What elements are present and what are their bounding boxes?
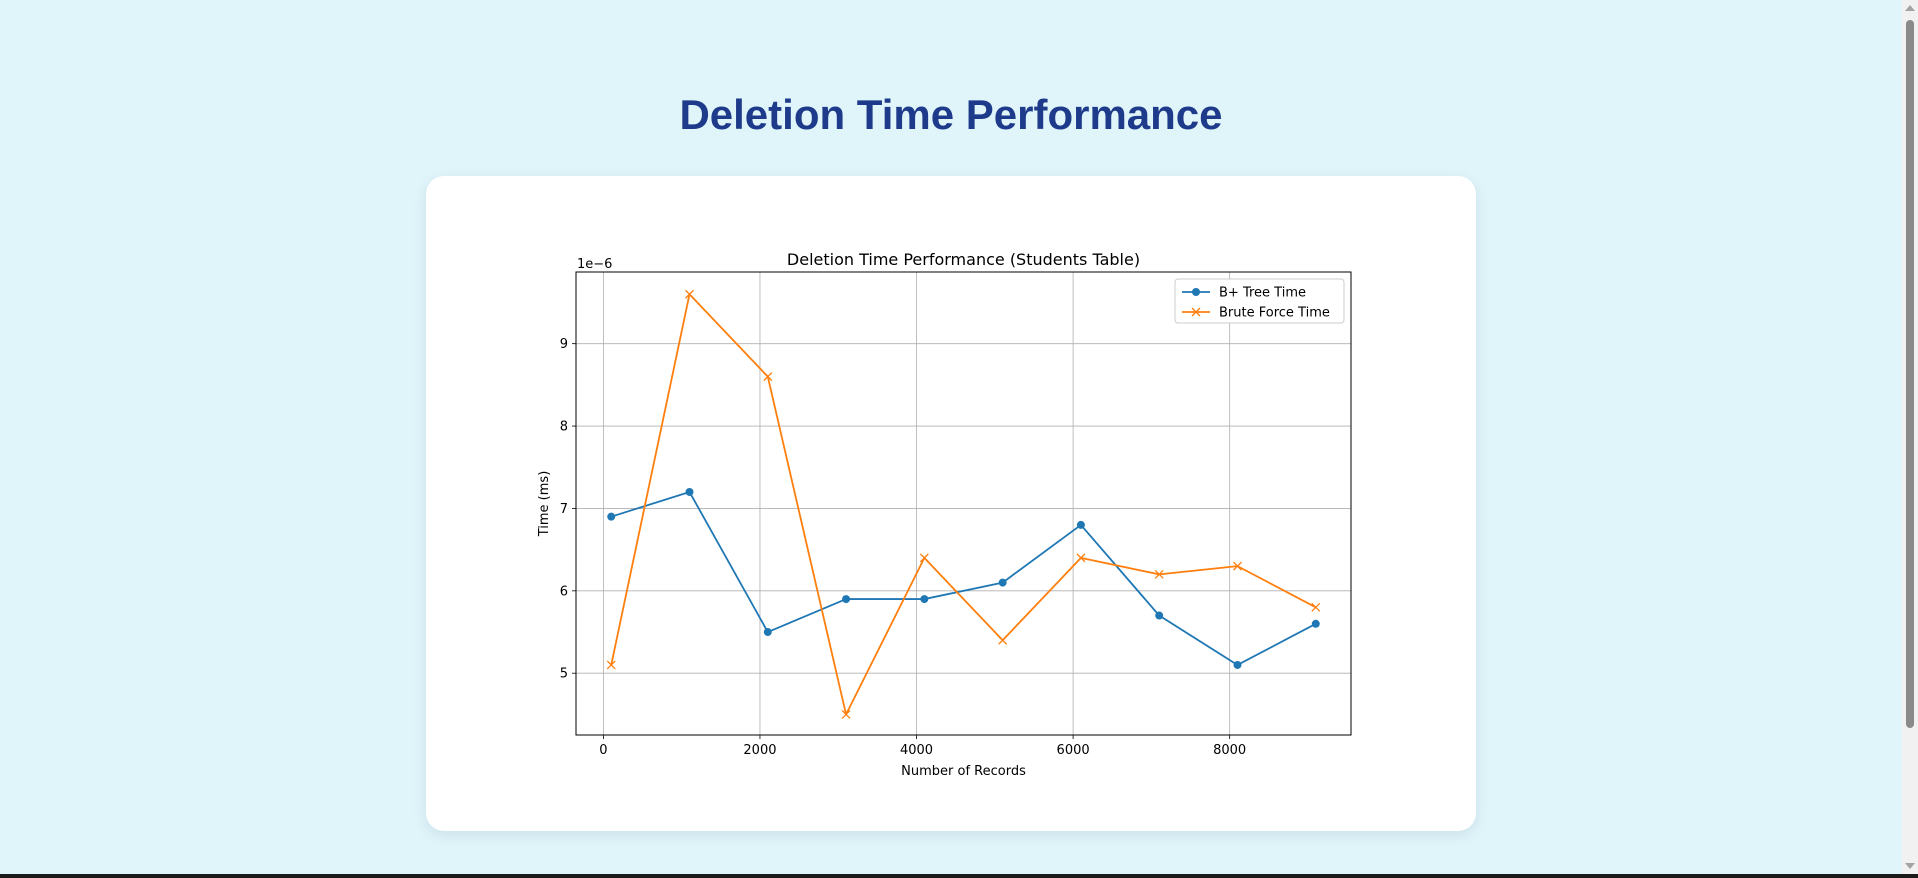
legend-box bbox=[1174, 278, 1345, 324]
data-point-brute bbox=[606, 660, 616, 670]
chart: 0 2000 4000 6000 8000 5 6 7 8 9 Deletion Time Pe… bbox=[537, 250, 1352, 779]
window-bottom-edge bbox=[0, 874, 1918, 878]
x-tick-label: 0 bbox=[599, 743, 607, 758]
x-axis-label: Number of Records bbox=[901, 764, 1026, 779]
data-point-brute bbox=[1311, 602, 1321, 612]
data-point-brute bbox=[841, 709, 851, 719]
legend: B+ Tree Time Brute Force Time bbox=[1174, 278, 1345, 324]
vertical-scrollbar[interactable] bbox=[1902, 0, 1918, 874]
x-tick-label: 2000 bbox=[743, 743, 776, 758]
x-tick-label: 4000 bbox=[900, 743, 933, 758]
legend-label-bplus: B+ Tree Time bbox=[1219, 286, 1306, 301]
data-point-bplus bbox=[1233, 660, 1242, 669]
chart-card: 0 2000 4000 6000 8000 5 6 7 8 9 Deletion Time Pe… bbox=[426, 176, 1476, 831]
data-point-brute bbox=[685, 289, 694, 299]
y-offset-text: 1e−6 bbox=[577, 257, 612, 272]
legend-label-brute: Brute Force Time bbox=[1219, 306, 1330, 321]
data-point-bplus bbox=[842, 595, 851, 604]
legend-marker-bplus bbox=[1192, 288, 1200, 296]
y-tick-label: 5 bbox=[560, 667, 568, 682]
page-title: Deletion Time Performance bbox=[679, 91, 1223, 138]
x-tick-label: 8000 bbox=[1213, 743, 1246, 758]
chart-title: Deletion Time Performance (Students Tabl… bbox=[787, 250, 1140, 269]
data-point-brute bbox=[1076, 553, 1086, 563]
data-point-bplus bbox=[607, 512, 616, 521]
y-tick-label: 6 bbox=[560, 584, 568, 599]
data-point-bplus bbox=[1311, 619, 1320, 628]
data-point-bplus bbox=[920, 595, 929, 604]
data-point-brute bbox=[1154, 569, 1164, 579]
y-tick-label: 7 bbox=[560, 502, 568, 517]
data-point-brute bbox=[919, 553, 929, 563]
scrollbar-thumb[interactable] bbox=[1906, 20, 1914, 728]
plot-frame bbox=[575, 271, 1352, 736]
x-tick-label: 6000 bbox=[1057, 743, 1090, 758]
y-axis-label: Time (ms) bbox=[537, 471, 552, 538]
series-line-bplus bbox=[610, 491, 1317, 666]
y-tick-label: 8 bbox=[560, 420, 568, 435]
data-point-brute bbox=[763, 372, 773, 382]
data-point-bplus bbox=[1155, 611, 1164, 620]
data-point-brute bbox=[998, 635, 1008, 645]
data-point-bplus bbox=[1076, 520, 1085, 529]
scroll-up-arrow-icon[interactable] bbox=[1905, 5, 1915, 11]
y-tick-label: 9 bbox=[560, 337, 568, 352]
scroll-down-arrow-icon[interactable] bbox=[1905, 863, 1915, 869]
data-point-bplus bbox=[998, 578, 1007, 587]
legend-marker-brute-x bbox=[1191, 307, 1201, 317]
data-point-bplus bbox=[763, 628, 772, 637]
series-line-brute bbox=[610, 293, 1317, 716]
data-point-bplus bbox=[685, 487, 694, 496]
legend-marker-brute bbox=[1191, 307, 1201, 317]
data-point-brute bbox=[1233, 561, 1242, 571]
